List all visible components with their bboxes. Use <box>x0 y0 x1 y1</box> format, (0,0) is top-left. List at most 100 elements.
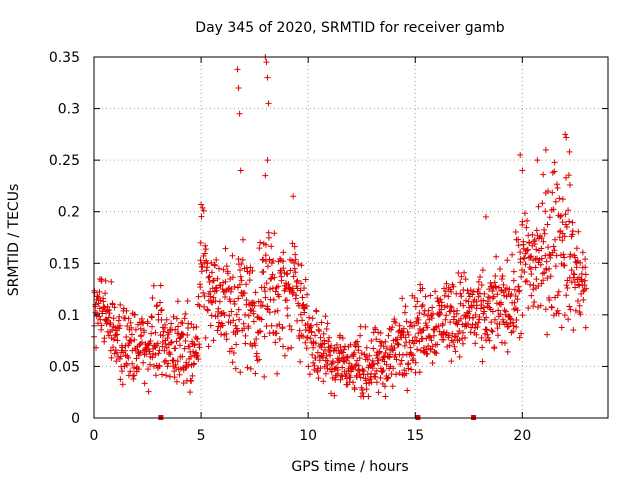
data-point <box>372 373 379 380</box>
data-point <box>288 344 295 351</box>
data-point <box>273 330 280 337</box>
data-point <box>380 343 387 350</box>
data-point <box>313 321 320 328</box>
data-point <box>373 352 380 359</box>
data-point <box>388 326 395 333</box>
data-point <box>160 332 167 339</box>
data-point <box>96 288 103 295</box>
data-point <box>195 356 202 363</box>
data-point <box>533 227 540 234</box>
data-point <box>442 316 449 323</box>
data-point <box>369 357 376 364</box>
data-point <box>574 298 581 305</box>
data-point <box>521 269 528 276</box>
data-point <box>558 212 565 219</box>
data-point <box>404 361 411 368</box>
data-point <box>561 233 568 240</box>
data-point <box>384 375 391 382</box>
data-point <box>494 291 501 298</box>
data-point <box>267 286 274 293</box>
data-point <box>419 302 426 309</box>
data-point <box>302 327 309 334</box>
data-point <box>261 333 268 340</box>
data-point <box>382 349 389 356</box>
y-tick-label: 0.15 <box>49 256 80 272</box>
data-point <box>338 372 345 379</box>
data-point <box>189 372 196 379</box>
data-point <box>155 350 162 357</box>
data-point <box>525 232 532 239</box>
data-point <box>478 334 485 341</box>
data-point <box>262 252 269 259</box>
data-point <box>530 282 537 289</box>
data-point <box>261 284 268 291</box>
data-point <box>220 266 227 273</box>
data-point <box>399 295 406 302</box>
data-point <box>284 345 291 352</box>
data-point <box>510 277 517 284</box>
data-point <box>324 361 331 368</box>
data-point <box>316 357 323 364</box>
data-point <box>368 379 375 386</box>
data-point <box>290 193 297 200</box>
data-point <box>245 325 252 332</box>
data-point <box>461 334 468 341</box>
data-point <box>538 255 545 262</box>
data-point <box>546 214 553 221</box>
data-point <box>232 365 239 372</box>
data-point <box>253 335 260 342</box>
data-point <box>271 308 278 315</box>
data-point <box>571 279 578 286</box>
data-point <box>201 293 208 300</box>
data-point <box>299 317 306 324</box>
data-point <box>236 110 243 117</box>
data-point <box>455 330 462 337</box>
data-point <box>173 315 180 322</box>
data-point <box>413 337 420 344</box>
data-point <box>262 258 269 265</box>
data-point <box>123 307 130 314</box>
data-point <box>440 336 447 343</box>
data-point <box>209 299 216 306</box>
data-point <box>312 332 319 339</box>
data-point <box>293 292 300 299</box>
data-point <box>350 379 357 386</box>
x-tick-label: 20 <box>513 428 531 444</box>
data-point <box>184 298 191 305</box>
data-point <box>233 341 240 348</box>
data-point <box>243 297 250 304</box>
data-point <box>360 367 367 374</box>
data-point <box>320 350 327 357</box>
data-point <box>214 313 221 320</box>
data-point <box>125 315 132 322</box>
data-point <box>153 303 160 310</box>
data-point <box>246 277 253 284</box>
data-point <box>538 245 545 252</box>
data-point <box>373 336 380 343</box>
data-point <box>102 277 109 284</box>
data-point <box>566 182 573 189</box>
data-point <box>162 340 169 347</box>
data-point <box>291 259 298 266</box>
data-point <box>336 334 343 341</box>
data-point <box>506 286 513 293</box>
data-point <box>411 294 418 301</box>
data-point <box>531 240 538 247</box>
data-point <box>223 336 230 343</box>
data-point <box>208 259 215 266</box>
data-point <box>197 281 204 288</box>
data-point <box>304 291 311 298</box>
data-point <box>233 311 240 318</box>
data-point <box>95 320 102 327</box>
data-point <box>274 307 281 314</box>
data-point <box>496 300 503 307</box>
data-point <box>580 296 587 303</box>
data-point <box>398 357 405 364</box>
data-point <box>456 353 463 360</box>
data-point <box>256 245 263 252</box>
data-point <box>270 257 277 264</box>
data-point <box>435 323 442 330</box>
data-point <box>552 263 559 270</box>
data-point <box>407 344 414 351</box>
data-point <box>479 344 486 351</box>
